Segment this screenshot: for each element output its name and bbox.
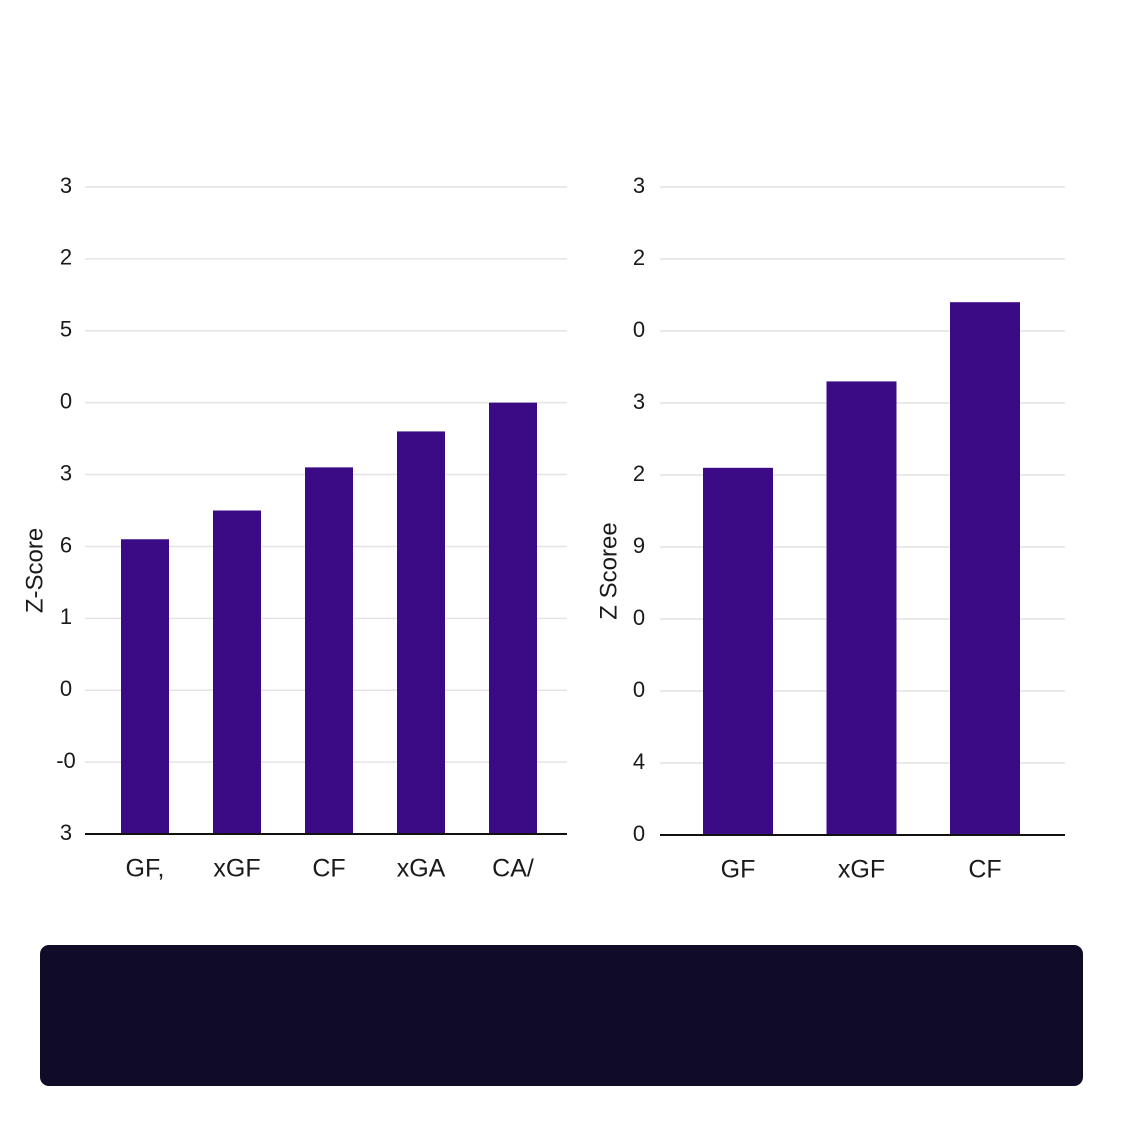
y-tick-label: 5 bbox=[60, 317, 72, 342]
x-tick-label: CF bbox=[968, 856, 1001, 884]
y-axis-label: Z Scoree bbox=[595, 522, 622, 619]
y-tick-label: 6 bbox=[60, 532, 72, 557]
bar bbox=[213, 510, 261, 834]
x-tick-label: CA/ bbox=[492, 855, 534, 883]
y-tick-label: 0 bbox=[60, 388, 72, 413]
y-tick-label: 4 bbox=[633, 749, 645, 774]
x-tick-label: xGF bbox=[213, 855, 260, 883]
bar bbox=[397, 431, 445, 834]
bar bbox=[826, 381, 897, 835]
x-tick-label: xGF bbox=[838, 856, 885, 884]
x-tick-label: GF, bbox=[126, 855, 165, 883]
y-tick-label: 0 bbox=[633, 317, 645, 342]
bar bbox=[121, 539, 169, 834]
bar bbox=[950, 302, 1020, 835]
y-tick-label: 3 bbox=[60, 173, 72, 198]
y-tick-label: 9 bbox=[633, 533, 645, 558]
y-tick-label: 0 bbox=[633, 821, 645, 846]
y-tick-label: 1 bbox=[60, 604, 72, 629]
bar bbox=[703, 467, 773, 835]
y-tick-label: 2 bbox=[633, 245, 645, 270]
bar bbox=[305, 467, 353, 834]
y-tick-label: 3 bbox=[633, 389, 645, 414]
y-tick-label: 2 bbox=[633, 461, 645, 486]
y-tick-label: -0 bbox=[56, 748, 76, 773]
y-tick-label: 3 bbox=[60, 820, 72, 845]
x-tick-label: xGA bbox=[397, 855, 446, 883]
x-tick-label: CF bbox=[312, 855, 345, 883]
y-tick-label: 3 bbox=[633, 173, 645, 198]
y-tick-label: 0 bbox=[633, 677, 645, 702]
y-tick-label: 2 bbox=[60, 245, 72, 270]
y-tick-label: 0 bbox=[633, 605, 645, 630]
y-tick-label: 0 bbox=[60, 676, 72, 701]
x-tick-label: GF bbox=[721, 856, 756, 884]
y-tick-label: 3 bbox=[60, 460, 72, 485]
footer-panel bbox=[40, 945, 1083, 1086]
y-axis-label: Z-Score bbox=[21, 528, 48, 613]
bar bbox=[489, 402, 537, 834]
